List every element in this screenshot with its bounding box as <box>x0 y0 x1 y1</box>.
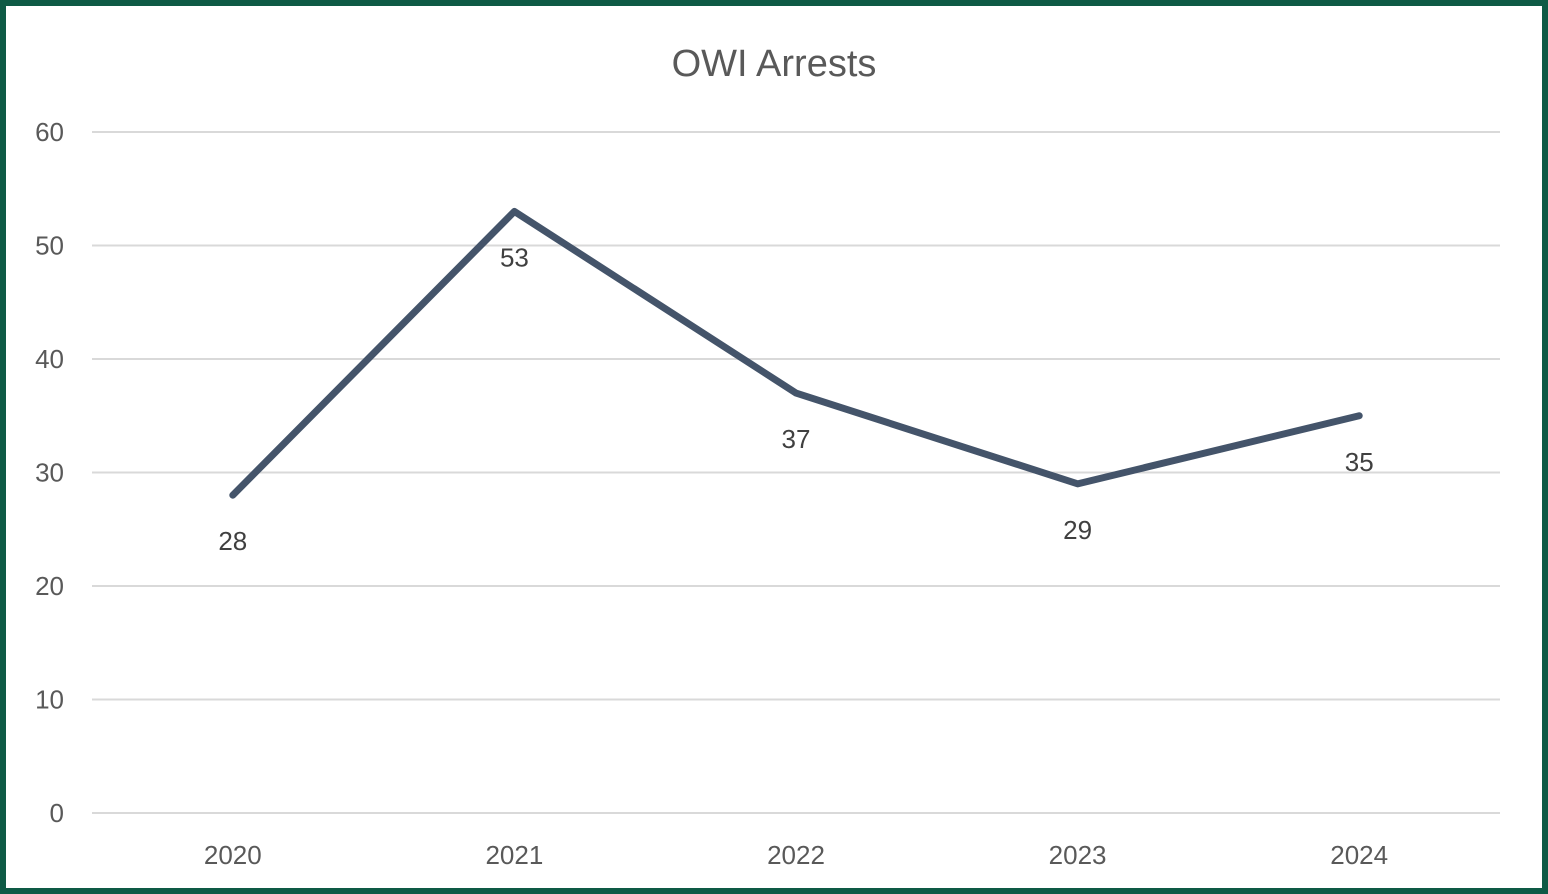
x-tick-label: 2023 <box>1049 840 1107 870</box>
y-tick-label: 30 <box>35 458 64 488</box>
series <box>229 207 1363 499</box>
x-tick-label: 2021 <box>485 840 543 870</box>
y-tick-label: 20 <box>35 571 64 601</box>
data-label: 53 <box>500 242 529 272</box>
data-labels: 28 53 37 29 35 <box>218 242 1373 556</box>
data-label: 28 <box>218 526 247 556</box>
y-axis: 0 10 20 30 40 50 60 <box>35 117 64 828</box>
gridlines <box>92 131 1500 814</box>
series-line-0 <box>229 207 1363 499</box>
x-tick-label: 2020 <box>204 840 262 870</box>
chart-title: OWI Arrests <box>672 43 877 85</box>
y-tick-label: 40 <box>35 344 64 374</box>
y-tick-label: 0 <box>50 798 64 828</box>
data-label: 37 <box>782 424 811 454</box>
y-tick-label: 10 <box>35 685 64 715</box>
x-tick-label: 2024 <box>1330 840 1388 870</box>
x-axis: 2020 2021 2022 2023 2024 <box>204 840 1388 870</box>
y-tick-label: 60 <box>35 117 64 147</box>
data-label: 35 <box>1345 447 1374 477</box>
data-label: 29 <box>1063 515 1092 545</box>
x-tick-label: 2022 <box>767 840 825 870</box>
y-tick-label: 50 <box>35 231 64 261</box>
